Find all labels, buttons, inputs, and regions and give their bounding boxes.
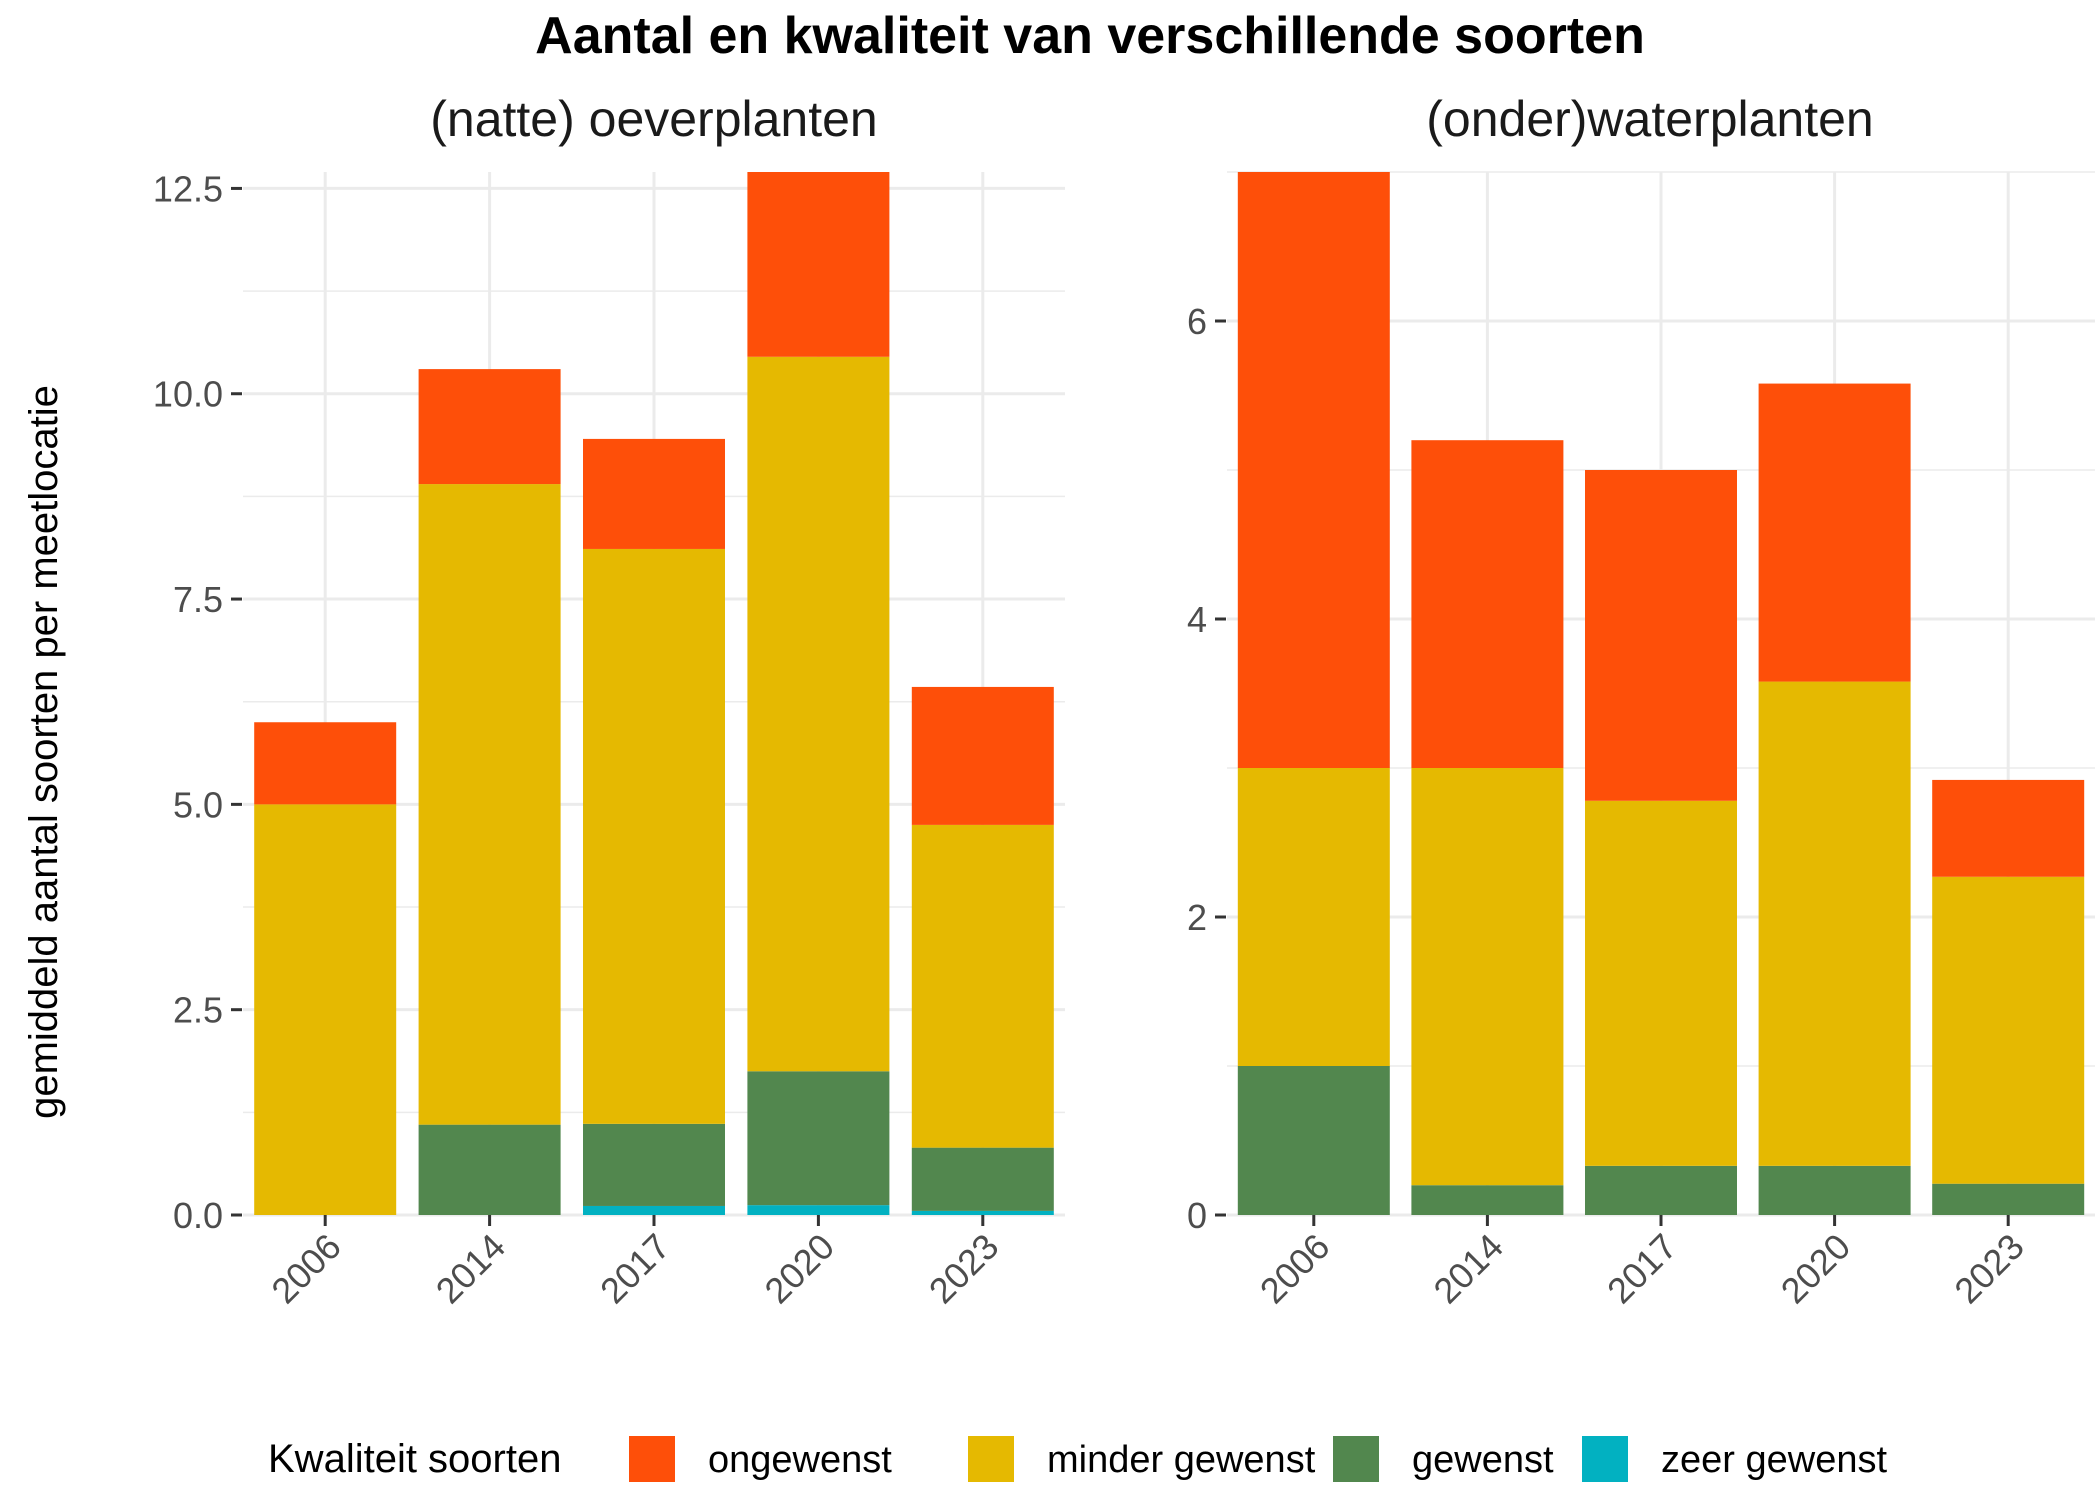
bar-segment-minder-gewenst-2014 [1411, 768, 1564, 1186]
panel-title: (onder)waterplanten [1426, 91, 1874, 147]
bar-segment-zeer-gewenst-2020 [747, 1205, 890, 1215]
bar-segment-gewenst-2020 [1758, 1165, 1911, 1215]
legend-key-minder-gewenst [968, 1436, 1014, 1482]
bar-segment-ongewenst-2006 [1237, 172, 1390, 768]
legend-label-zeer-gewenst: zeer gewenst [1661, 1439, 1887, 1481]
bar-segment-gewenst-2014 [1411, 1185, 1564, 1215]
bar-segment-gewenst-2023 [911, 1147, 1054, 1211]
x-tick-label: 2020 [1773, 1226, 1859, 1312]
x-tick-label: 2020 [756, 1226, 842, 1312]
bar-segment-ongewenst-2023 [911, 686, 1054, 825]
bar-segment-minder-gewenst-2006 [254, 804, 397, 1215]
y-tick-label: 0 [1187, 1195, 1207, 1236]
y-tick-label: 0.0 [173, 1195, 223, 1236]
bar-segment-ongewenst-2006 [254, 722, 397, 805]
panel-title: (natte) oeverplanten [430, 91, 878, 147]
bar-segment-zeer-gewenst-2023 [911, 1210, 1054, 1215]
x-tick-label: 2017 [592, 1226, 678, 1312]
y-tick-label: 2.5 [173, 990, 223, 1031]
bar-segment-zeer-gewenst-2017 [583, 1205, 725, 1215]
legend-label-ongewenst: ongewenst [708, 1439, 892, 1481]
bar-segment-minder-gewenst-2006 [1237, 768, 1390, 1066]
bar-segment-gewenst-2023 [1932, 1183, 2085, 1215]
legend-label-gewenst: gewenst [1412, 1439, 1554, 1481]
y-tick-label: 5.0 [173, 784, 223, 825]
legend-title: Kwaliteit soorten [268, 1437, 561, 1481]
y-tick-label: 4 [1187, 599, 1207, 640]
legend-key-ongewenst [629, 1436, 675, 1482]
bar-segment-minder-gewenst-2017 [583, 548, 725, 1124]
x-tick-label: 2023 [921, 1226, 1007, 1312]
bar-segment-ongewenst-2023 [1932, 779, 2085, 877]
y-tick-label: 2 [1187, 897, 1207, 938]
bar-segment-minder-gewenst-2014 [418, 484, 561, 1125]
bar-segment-ongewenst-2014 [418, 369, 561, 485]
x-tick-label: 2023 [1946, 1226, 2032, 1312]
panel-waterplanten: (onder)waterplanten 0 2 4 6 2006 2014 2017 2020 2… [1187, 91, 2095, 1311]
bar-segment-minder-gewenst-2023 [1932, 876, 2085, 1184]
y-axis-title: gemiddeld aantal soorten per meetlocatie [22, 385, 66, 1119]
x-tick-label: 2017 [1599, 1226, 1685, 1312]
x-tick-label: 2014 [1425, 1226, 1511, 1312]
bar-segment-ongewenst-2014 [1411, 440, 1564, 768]
y-tick-label: 6 [1187, 301, 1207, 342]
bar-segment-ongewenst-2017 [1585, 470, 1737, 801]
y-tick-label: 12.5 [153, 168, 223, 209]
legend: Kwaliteit soorten ongewenst minder gewens… [268, 1436, 1887, 1482]
bar-segment-minder-gewenst-2023 [911, 824, 1054, 1148]
chart-title: Aantal en kwaliteit van verschillende so… [535, 7, 1645, 65]
x-tick-label: 2006 [263, 1226, 349, 1312]
legend-label-minder-gewenst: minder gewenst [1047, 1439, 1316, 1481]
bar-segment-gewenst-2017 [583, 1123, 725, 1206]
bar-segment-gewenst-2014 [418, 1124, 561, 1215]
legend-key-gewenst [1333, 1436, 1379, 1482]
panel-oeverplanten: (natte) oeverplanten 0.0 2.5 5.0 7.5 10.0 12.5… [153, 91, 1065, 1311]
bar-segment-ongewenst-2017 [583, 438, 725, 549]
bar-segment-minder-gewenst-2020 [1758, 681, 1911, 1166]
y-tick-label: 10.0 [153, 374, 223, 415]
y-tick-label: 7.5 [173, 579, 223, 620]
bar-segment-gewenst-2017 [1585, 1165, 1737, 1215]
bar-segment-ongewenst-2020 [747, 172, 890, 357]
bar-segment-minder-gewenst-2020 [747, 356, 890, 1072]
x-tick-label: 2014 [428, 1226, 514, 1312]
x-tick-label: 2006 [1252, 1226, 1338, 1312]
bar-segment-minder-gewenst-2017 [1585, 800, 1737, 1166]
bar-segment-gewenst-2020 [747, 1071, 890, 1206]
bar-segment-ongewenst-2020 [1758, 383, 1911, 682]
legend-key-zeer-gewenst [1582, 1436, 1628, 1482]
bar-segment-gewenst-2006 [1237, 1066, 1390, 1215]
